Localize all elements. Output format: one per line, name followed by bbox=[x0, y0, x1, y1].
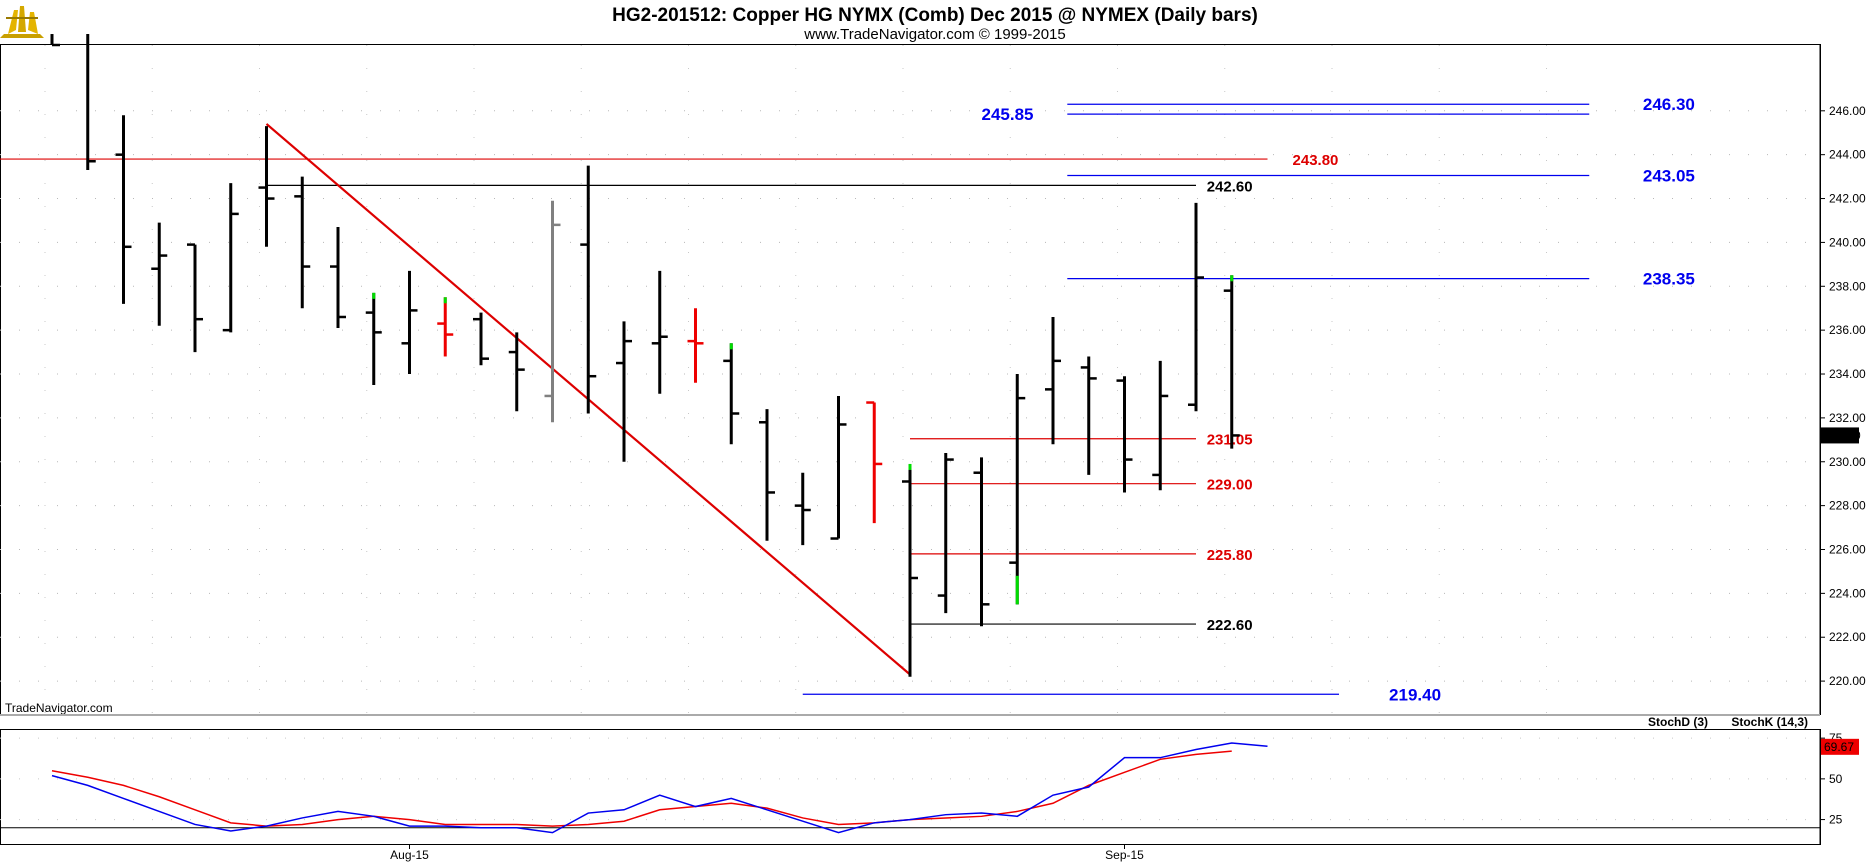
ohlc-bar bbox=[1223, 275, 1240, 449]
ohlc-bar bbox=[1080, 356, 1097, 475]
ohlc-bar bbox=[1116, 376, 1133, 493]
ohlc-bar bbox=[651, 270, 668, 394]
stoch-series-line bbox=[51, 750, 1232, 827]
price-tick-label: 224.00 bbox=[1829, 586, 1866, 600]
ohlc-bar bbox=[258, 126, 275, 247]
ohlc-bar bbox=[759, 409, 775, 541]
ohlc-bar bbox=[1188, 202, 1204, 412]
ohlc-bar bbox=[902, 463, 918, 677]
last-price-label: 231.20 bbox=[1824, 428, 1861, 442]
stoch-last-label: 69.67 bbox=[1824, 740, 1854, 754]
price-tick-label: 220.00 bbox=[1829, 674, 1866, 688]
date-axis: Aug-15 Sep-15 bbox=[390, 844, 1144, 862]
price-tick-label: 246.00 bbox=[1829, 104, 1866, 118]
price-tick-label: 230.00 bbox=[1829, 455, 1866, 469]
stoch-legend: StochD (3) StochK (14,3) bbox=[1648, 715, 1808, 729]
price-tick-label: 240.00 bbox=[1829, 235, 1866, 249]
ohlc-bar bbox=[580, 165, 597, 414]
level-label: 243.05 bbox=[1643, 167, 1695, 186]
price-tick-label: 238.00 bbox=[1829, 279, 1866, 293]
ohlc-bar bbox=[544, 200, 561, 423]
price-tick-label: 236.00 bbox=[1829, 323, 1866, 337]
level-label: 229.00 bbox=[1207, 477, 1253, 494]
price-levels: 246.30 245.85 243.80 243.05 242.60 238.35 231.… bbox=[0, 95, 1695, 704]
chart-subtitle: www.TradeNavigator.com © 1999-2015 bbox=[803, 26, 1065, 43]
ohlc-bar bbox=[437, 297, 454, 357]
ohlc-bar bbox=[401, 270, 418, 375]
level-label: 242.60 bbox=[1207, 178, 1253, 195]
legend-stochd: StochD (3) bbox=[1648, 715, 1708, 729]
ohlc-bar bbox=[866, 401, 883, 524]
level-label: 225.80 bbox=[1207, 547, 1253, 564]
ohlc-bar bbox=[151, 222, 168, 326]
stoch-last-box bbox=[1821, 738, 1859, 755]
price-axis: 220.00 222.00 224.00 226.00 228.00 230.00 232.… bbox=[1819, 45, 1866, 714]
ohlc-bar bbox=[723, 343, 740, 445]
ohlc-bar bbox=[937, 452, 954, 614]
ohlc-bar bbox=[86, 34, 96, 171]
last-price-box bbox=[1821, 427, 1859, 444]
price-tick-label: 234.00 bbox=[1829, 367, 1866, 381]
level-label: 245.85 bbox=[982, 105, 1034, 124]
ohlc-bar bbox=[1045, 316, 1061, 445]
price-tick-label: 222.00 bbox=[1829, 630, 1866, 644]
legend-stochk: StochK (14,3) bbox=[1731, 715, 1808, 729]
level-label: 246.30 bbox=[1643, 95, 1695, 114]
stoch-series-line bbox=[51, 742, 1268, 834]
ohlc-bar bbox=[330, 227, 346, 328]
price-bars bbox=[50, 34, 1240, 677]
level-label: 231.05 bbox=[1207, 432, 1253, 449]
ohlc-bar bbox=[294, 176, 311, 309]
ohlc-bar bbox=[616, 321, 632, 462]
ohlc-bar bbox=[687, 308, 704, 383]
ohlc-bar bbox=[187, 243, 203, 353]
level-label: 243.80 bbox=[1293, 152, 1339, 169]
level-label: 238.35 bbox=[1643, 270, 1695, 289]
stoch-tick-label: 25 bbox=[1829, 813, 1843, 827]
price-tick-label: 232.00 bbox=[1829, 411, 1866, 425]
ohlc-bar bbox=[794, 472, 811, 546]
stoch-lines bbox=[51, 742, 1268, 834]
price-tick-label: 228.00 bbox=[1829, 499, 1866, 513]
level-label: 219.40 bbox=[1389, 685, 1441, 704]
ohlc-bar bbox=[222, 183, 239, 333]
ohlc-bar bbox=[473, 312, 489, 366]
ohlc-bar bbox=[365, 292, 382, 385]
chart-title: HG2-201512: Copper HG NYMX (Comb) Dec 20… bbox=[612, 5, 1258, 26]
stoch-grid bbox=[0, 737, 1820, 829]
price-tick-label: 226.00 bbox=[1829, 542, 1866, 556]
trade-navigator-logo bbox=[0, 6, 44, 38]
ohlc-bar bbox=[508, 332, 525, 412]
ohlc-bar bbox=[1009, 374, 1026, 605]
watermark-text: TradeNavigator.com bbox=[5, 701, 113, 715]
stoch-tick-label: 50 bbox=[1829, 772, 1843, 786]
price-tick-label: 244.00 bbox=[1829, 148, 1866, 162]
ohlc-bar bbox=[115, 115, 132, 304]
ohlc-bar bbox=[1152, 360, 1169, 491]
ohlc-bar bbox=[973, 457, 990, 627]
level-label: 222.60 bbox=[1207, 617, 1253, 634]
ohlc-bar bbox=[50, 34, 60, 47]
ohlc-bar bbox=[830, 395, 847, 540]
date-label: Sep-15 bbox=[1105, 848, 1144, 862]
price-tick-label: 242.00 bbox=[1829, 192, 1866, 206]
date-label: Aug-15 bbox=[390, 848, 429, 862]
